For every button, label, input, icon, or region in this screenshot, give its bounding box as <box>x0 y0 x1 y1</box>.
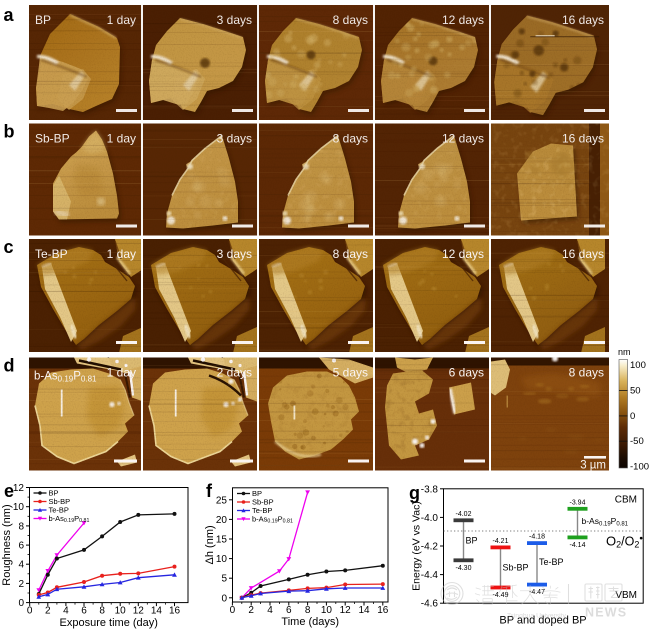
svg-text:8: 8 <box>305 605 311 616</box>
svg-text:VBM: VBM <box>615 590 637 601</box>
svg-text:-4.21: -4.21 <box>493 538 509 545</box>
svg-text:12: 12 <box>13 483 25 494</box>
svg-text:2: 2 <box>45 606 51 617</box>
svg-text:5: 5 <box>221 574 227 585</box>
svg-text:10: 10 <box>13 502 25 513</box>
svg-text:-4.02: -4.02 <box>456 511 472 518</box>
svg-text:Roughness (nm): Roughness (nm) <box>1 504 13 585</box>
svg-text:Time (days): Time (days) <box>281 616 339 628</box>
svg-text:2: 2 <box>248 605 254 616</box>
svg-text:c: c <box>4 237 14 257</box>
svg-text:25: 25 <box>216 495 228 506</box>
svg-text:d: d <box>4 356 15 376</box>
svg-text:Energy (eV vs Vac): Energy (eV vs Vac) <box>411 501 423 591</box>
svg-text:15: 15 <box>216 535 228 546</box>
svg-text:Sb-BP: Sb-BP <box>503 562 529 572</box>
svg-text:b: b <box>4 122 15 142</box>
svg-text:f: f <box>206 481 213 501</box>
svg-text:0: 0 <box>27 606 33 617</box>
svg-text:Tsinghua University: Tsinghua University <box>507 613 567 620</box>
svg-text:0: 0 <box>221 593 227 604</box>
svg-text:nm: nm <box>618 347 631 357</box>
svg-text:CBM: CBM <box>615 495 637 506</box>
svg-text:0: 0 <box>630 411 635 422</box>
svg-text:-100: -100 <box>630 461 649 472</box>
svg-text:g: g <box>409 483 420 503</box>
svg-text:14: 14 <box>358 605 370 616</box>
svg-text:6: 6 <box>286 605 292 616</box>
svg-text:Te-BP: Te-BP <box>539 557 564 567</box>
svg-text:0: 0 <box>18 598 24 609</box>
svg-text:BP: BP <box>466 535 478 545</box>
svg-text:4: 4 <box>63 606 69 617</box>
svg-text:8: 8 <box>99 606 105 617</box>
svg-text:-4.6: -4.6 <box>421 599 439 610</box>
svg-text:0: 0 <box>230 605 236 616</box>
svg-text:10: 10 <box>216 554 228 565</box>
svg-text:6: 6 <box>81 606 87 617</box>
svg-text:-4.4: -4.4 <box>421 570 439 581</box>
svg-text:16: 16 <box>377 605 389 616</box>
svg-text:20: 20 <box>216 515 228 526</box>
svg-text:14: 14 <box>151 606 163 617</box>
svg-text:6: 6 <box>18 541 24 552</box>
svg-text:-4.14: -4.14 <box>570 542 586 549</box>
svg-text:-3.8: -3.8 <box>421 484 439 495</box>
svg-text:4: 4 <box>18 560 24 571</box>
svg-text:100: 100 <box>630 360 646 371</box>
svg-text:a: a <box>4 5 15 25</box>
svg-text:-4.2: -4.2 <box>421 542 439 553</box>
svg-text:8: 8 <box>18 521 24 532</box>
svg-text:50: 50 <box>630 386 641 397</box>
svg-text:-50: -50 <box>630 436 644 447</box>
svg-text:10: 10 <box>115 606 127 617</box>
svg-text:4: 4 <box>267 605 273 616</box>
svg-text:NEWS: NEWS <box>585 606 627 620</box>
svg-text:-3.94: -3.94 <box>570 499 586 506</box>
svg-text:2: 2 <box>18 579 24 590</box>
svg-text:-4.30: -4.30 <box>456 565 472 572</box>
svg-text:10: 10 <box>321 605 333 616</box>
svg-text:12: 12 <box>340 605 352 616</box>
svg-text:-4.49: -4.49 <box>493 592 509 599</box>
svg-text:16: 16 <box>169 606 181 617</box>
svg-text:Δh (nm): Δh (nm) <box>204 525 216 564</box>
svg-text:-4.18: -4.18 <box>529 534 545 541</box>
svg-text:-4.0: -4.0 <box>421 513 439 524</box>
svg-text:-4.47: -4.47 <box>529 589 545 596</box>
svg-text:12: 12 <box>133 606 145 617</box>
svg-text:Exposure time (day): Exposure time (day) <box>60 617 158 629</box>
